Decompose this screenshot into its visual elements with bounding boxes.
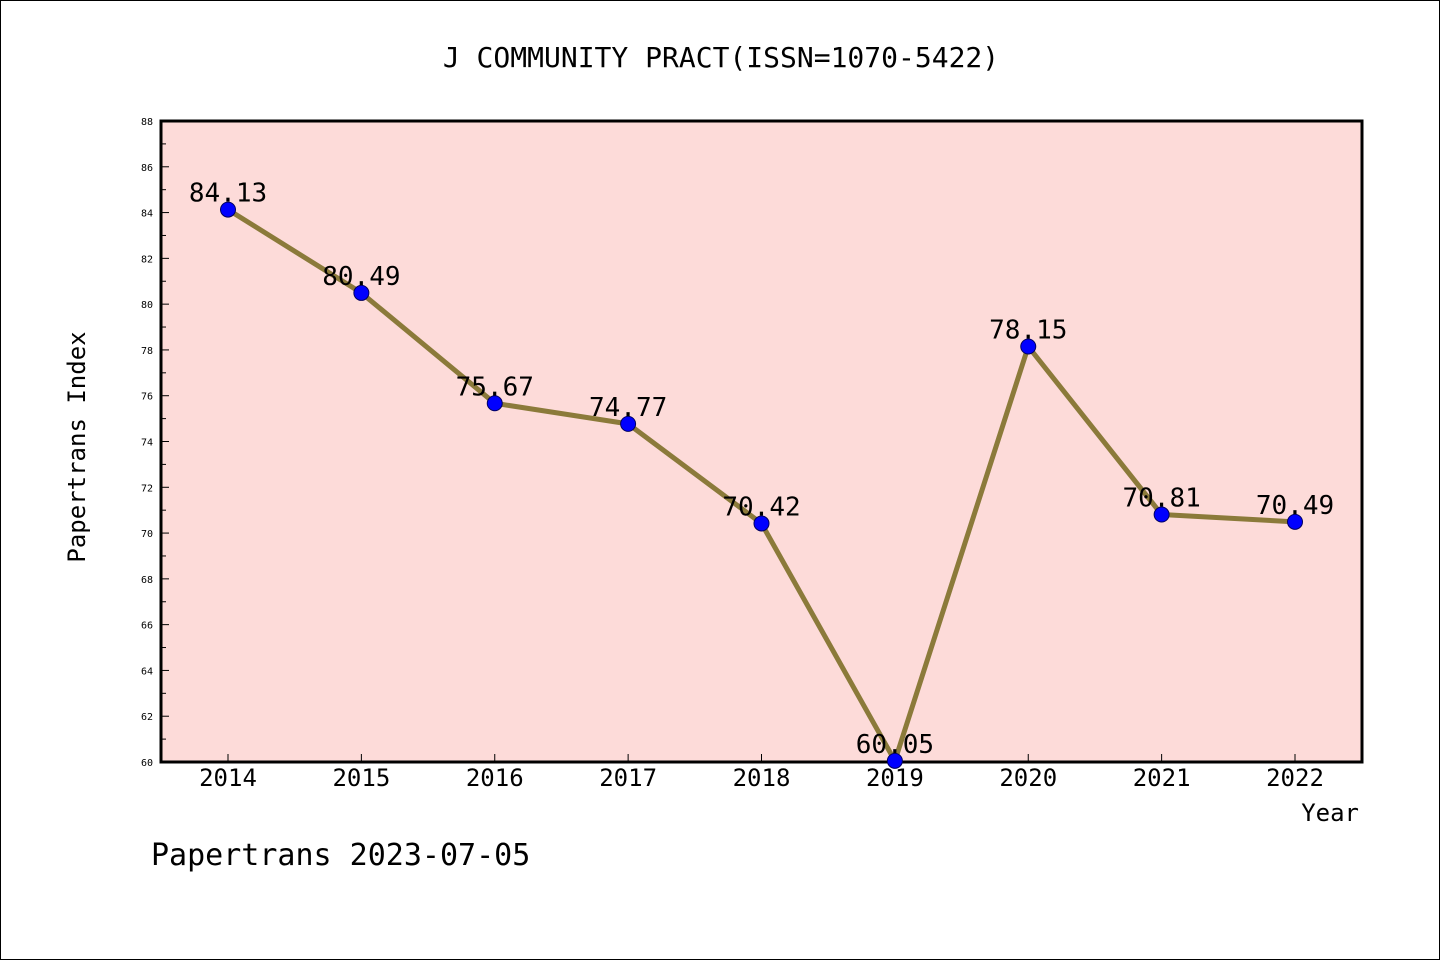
data-point	[886, 752, 903, 769]
data-label: 60.05	[856, 730, 934, 760]
y-tick-label: 78	[141, 346, 153, 357]
x-tick-label: 2015	[332, 764, 390, 792]
x-tick-label: 2018	[733, 764, 791, 792]
data-label: 70.42	[722, 492, 800, 522]
x-axis-title: Year	[1301, 799, 1359, 827]
plot-area	[159, 119, 1364, 764]
y-tick-label: 70	[141, 529, 153, 540]
data-point	[220, 201, 236, 218]
data-label: 78.15	[989, 315, 1067, 345]
data-label: 74.77	[589, 393, 667, 423]
y-tick-label: 62	[141, 712, 153, 723]
data-point	[486, 395, 503, 412]
y-tick-label: 80	[141, 300, 153, 311]
data-label: 84.13	[189, 179, 267, 209]
data-point	[353, 284, 370, 301]
x-tick-label: 2017	[599, 764, 657, 792]
data-points-layer	[220, 201, 1303, 769]
data-point	[1287, 513, 1303, 530]
y-tick-label: 84	[141, 209, 153, 220]
x-tick-label: 2016	[466, 764, 524, 792]
data-labels-layer: 84.13 80.49 75.67 74.77 70.42 60.05 78.15 70.81…	[189, 179, 1334, 760]
y-tick-label: 82	[141, 254, 153, 265]
y-tick-label: 68	[141, 575, 153, 586]
y-tick-label: 72	[141, 483, 153, 494]
data-point	[1020, 338, 1037, 355]
data-label: 70.49	[1256, 491, 1334, 521]
data-point	[753, 515, 770, 532]
x-tick-label: 2022	[1266, 764, 1324, 792]
y-tick-label: 86	[141, 163, 153, 174]
y-tick-label: 60	[141, 758, 153, 769]
x-tick-label: 2014	[199, 764, 257, 792]
data-label: 70.81	[1122, 484, 1200, 514]
y-axis: 60 62 64 66 68 70 72 74 76 78 80 82 84 86 88	[141, 117, 169, 769]
x-tick-label: 2020	[999, 764, 1057, 792]
y-tick-label: 74	[141, 438, 153, 449]
y-tick-label: 76	[141, 392, 153, 403]
chart-title: J COMMUNITY PRACT(ISSN=1070-5422)	[443, 41, 999, 74]
data-point	[1153, 506, 1170, 523]
data-label: 80.49	[322, 262, 400, 292]
y-axis-title: Papertrans Index	[63, 331, 91, 562]
footer-stamp: Papertrans 2023-07-05	[151, 838, 530, 873]
y-tick-label: 64	[141, 666, 153, 677]
y-tick-label: 66	[141, 621, 153, 632]
y-tick-label: 88	[141, 117, 153, 128]
x-tick-label: 2021	[1133, 764, 1191, 792]
data-label: 75.67	[456, 372, 534, 402]
data-point	[620, 415, 637, 432]
